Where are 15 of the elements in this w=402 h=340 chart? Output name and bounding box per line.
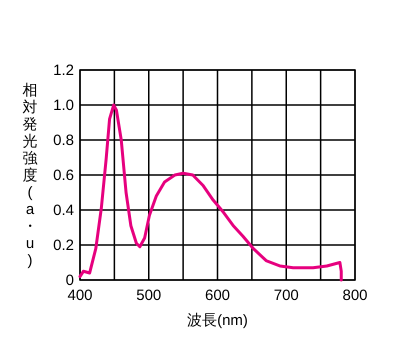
x-axis-title: 波長(nm) [187,312,248,329]
y-tick-label: 0.4 [53,202,74,219]
x-tick-label: 400 [67,287,93,304]
x-tick-label: 600 [204,287,230,304]
y-tick-label: 1.0 [53,97,74,114]
y-tick-label: 0.6 [53,167,74,184]
y-tick-label: 1.2 [53,62,74,79]
x-tick-label: 500 [136,287,162,304]
text: 相対発光強度(a・u) [22,82,38,269]
y-tick-label: 0 [66,272,74,289]
line-series [78,104,343,282]
y-tick-label: 0.2 [53,237,74,254]
x-tick-label: 800 [342,287,368,304]
y-tick-label: 0.8 [53,132,74,149]
x-tick-label: 700 [274,287,299,304]
